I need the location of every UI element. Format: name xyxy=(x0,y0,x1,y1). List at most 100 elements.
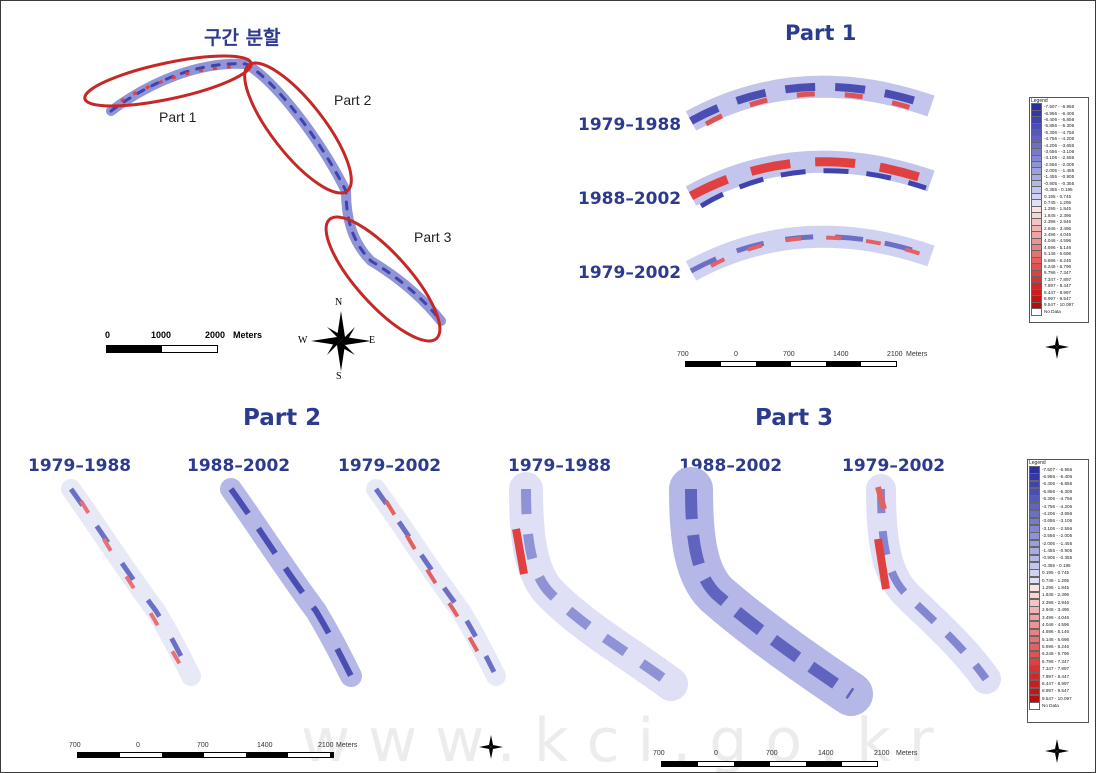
legend-range-label: 7.347 - 7.897 xyxy=(1042,666,1070,672)
legend-range-label: 7.897 - 8.447 xyxy=(1044,283,1072,289)
legend-range-label: 3.496 - 4.046 xyxy=(1044,232,1072,237)
legend-range-label: 2.396 - 2.946 xyxy=(1042,599,1070,605)
part1-scale-tick: 700 xyxy=(783,351,795,358)
legend-swatch xyxy=(1029,532,1040,541)
part2-scale-tick: 700 xyxy=(197,742,209,749)
compass-w: W xyxy=(298,335,308,346)
legend-range-label: -4.206 - -3.656 xyxy=(1042,511,1073,517)
legend-swatch xyxy=(1029,502,1040,511)
part2-scalebar xyxy=(77,752,334,758)
legend-range-label: -0.905 - -0.355 xyxy=(1044,180,1075,186)
legend-item: -6.406 - -5.856 xyxy=(1028,480,1088,489)
part3-scale-tick: 0 xyxy=(714,750,718,757)
legend-item: 8.997 - 9.547 xyxy=(1028,687,1088,696)
legend-swatch xyxy=(1029,650,1040,659)
overview-title: 구간 분할 xyxy=(204,27,281,49)
legend-title: Legend xyxy=(1031,98,1048,104)
legend-swatch xyxy=(1029,621,1040,629)
legend-range-label: 1.845 - 2.396 xyxy=(1044,212,1072,218)
overview-map xyxy=(83,54,446,343)
legend-swatch xyxy=(1029,672,1040,681)
part2-map-1979-1988 xyxy=(61,479,201,686)
legend-range-label: -5.306 - -4.756 xyxy=(1042,496,1073,502)
legend-range-label: 9.547 - 10.097 xyxy=(1044,302,1074,308)
part1-scale-tick: 2100 xyxy=(887,351,903,358)
legend-swatch xyxy=(1029,598,1040,607)
legend-range-label: 8.997 - 9.547 xyxy=(1042,688,1070,694)
part1-period: 1988–2002 xyxy=(578,189,682,209)
legend-part1: Legend -7.507 - -6.956 -6.956 - -6.406 -6.4… xyxy=(1029,97,1089,323)
legend-range-label: -7.507 - -6.956 xyxy=(1044,104,1075,110)
legend-no-data-label: No Data xyxy=(1044,308,1061,314)
legend-item: 1.845 - 2.396 xyxy=(1028,591,1088,600)
part3-period: 1979–1988 xyxy=(508,456,612,476)
legend-item: -2.556 - -2.005 xyxy=(1028,532,1088,541)
part2-map-1988-2002 xyxy=(220,478,362,687)
legend-range-label: -3.656 - -3.106 xyxy=(1042,518,1073,524)
part1-map-1988-2002 xyxy=(685,150,935,209)
part2-period: 1979–1988 xyxy=(28,456,132,476)
legend-range-label: 4.596 - 5.146 xyxy=(1044,244,1072,250)
legend-item-no-data: No Data xyxy=(1030,307,1088,316)
legend-swatch xyxy=(1029,680,1040,688)
part2-scale-unit: Meters xyxy=(336,742,358,749)
legend-range-label: -5.856 - -5.306 xyxy=(1044,123,1075,129)
legend-range-label: -3.106 - -2.556 xyxy=(1042,525,1073,531)
legend-range-label: -0.905 - -0.355 xyxy=(1042,555,1073,561)
part2-scale-tick: 1400 xyxy=(257,742,273,749)
legend-range-label: -3.656 - -3.106 xyxy=(1044,148,1075,154)
legend-item: 1.295 - 1.845 xyxy=(1028,584,1088,592)
legend-swatch xyxy=(1029,702,1040,710)
legend-range-label: 0.195 - 0.745 xyxy=(1042,570,1070,576)
legend-swatch xyxy=(1029,687,1040,696)
legend-swatch xyxy=(1029,488,1040,496)
legend-swatch xyxy=(1029,628,1040,637)
legend-swatch xyxy=(1029,635,1040,644)
part3-scale-tick: 1400 xyxy=(818,750,834,757)
legend-swatch xyxy=(1029,561,1040,570)
legend-swatch xyxy=(1029,576,1040,585)
part3-period: 1979–2002 xyxy=(842,456,946,476)
overview-scale-unit: Meters xyxy=(233,330,263,340)
legend-range-label: 8.447 - 8.997 xyxy=(1042,681,1070,687)
legend-swatch xyxy=(1029,613,1040,622)
legend-range-label: -2.005 - -1.455 xyxy=(1042,540,1073,546)
part1-scale-unit: Meters xyxy=(906,351,928,358)
legend-range-label: 5.696 - 6.246 xyxy=(1042,644,1070,650)
legend-item: -4.756 - -4.206 xyxy=(1028,502,1088,511)
legend-item: 0.745 - 1.295 xyxy=(1028,576,1088,585)
legend-range-label: 8.997 - 9.547 xyxy=(1044,295,1072,301)
legend-range-label: 6.246 - 6.796 xyxy=(1044,263,1072,269)
legend-item: -4.206 - -3.656 xyxy=(1028,510,1088,518)
legend-range-label: -4.756 - -4.206 xyxy=(1042,503,1073,509)
legend-item: 2.396 - 2.946 xyxy=(1028,598,1088,607)
legend-swatch xyxy=(1029,584,1040,592)
legend-range-label: 6.246 - 6.796 xyxy=(1042,651,1070,657)
part3-scale-tick: 700 xyxy=(653,750,665,757)
legend-swatch xyxy=(1029,658,1040,666)
part2-title: Part 2 xyxy=(243,405,322,431)
legend-swatch xyxy=(1029,606,1040,614)
legend-range-label: 6.796 - 7.347 xyxy=(1044,270,1072,276)
legend-item-no-data: No Data xyxy=(1028,702,1088,710)
legend-range-label: -5.856 - -5.306 xyxy=(1042,488,1073,494)
legend-item: 6.246 - 6.796 xyxy=(1028,650,1088,659)
overview-scale-tick: 2000 xyxy=(205,330,226,340)
legend-item: 9.547 - 10.097 xyxy=(1028,695,1088,703)
legend-swatch xyxy=(1029,517,1040,526)
legend-range-label: 2.946 - 3.496 xyxy=(1042,607,1070,613)
legend-range-label: -1.455 - -0.905 xyxy=(1044,174,1075,180)
legend-title: Legend xyxy=(1029,460,1046,466)
legend-item: 6.796 - 7.347 xyxy=(1028,658,1088,666)
legend-range-label: 9.547 - 10.097 xyxy=(1042,695,1072,701)
legend-item: 3.496 - 4.046 xyxy=(1028,613,1088,622)
part3-map-1988-2002 xyxy=(669,467,873,716)
compass-s: S xyxy=(336,371,342,382)
overview-scale-tick: 1000 xyxy=(151,330,172,340)
legend-range-label: -1.455 - -0.905 xyxy=(1042,547,1073,553)
legend-range-label: -4.756 - -4.206 xyxy=(1044,136,1075,142)
legend-range-label: -6.956 - -6.406 xyxy=(1042,474,1073,480)
part1-period: 1979–2002 xyxy=(578,263,682,283)
legend-swatch xyxy=(1029,495,1040,504)
legend-swatch xyxy=(1029,473,1040,481)
